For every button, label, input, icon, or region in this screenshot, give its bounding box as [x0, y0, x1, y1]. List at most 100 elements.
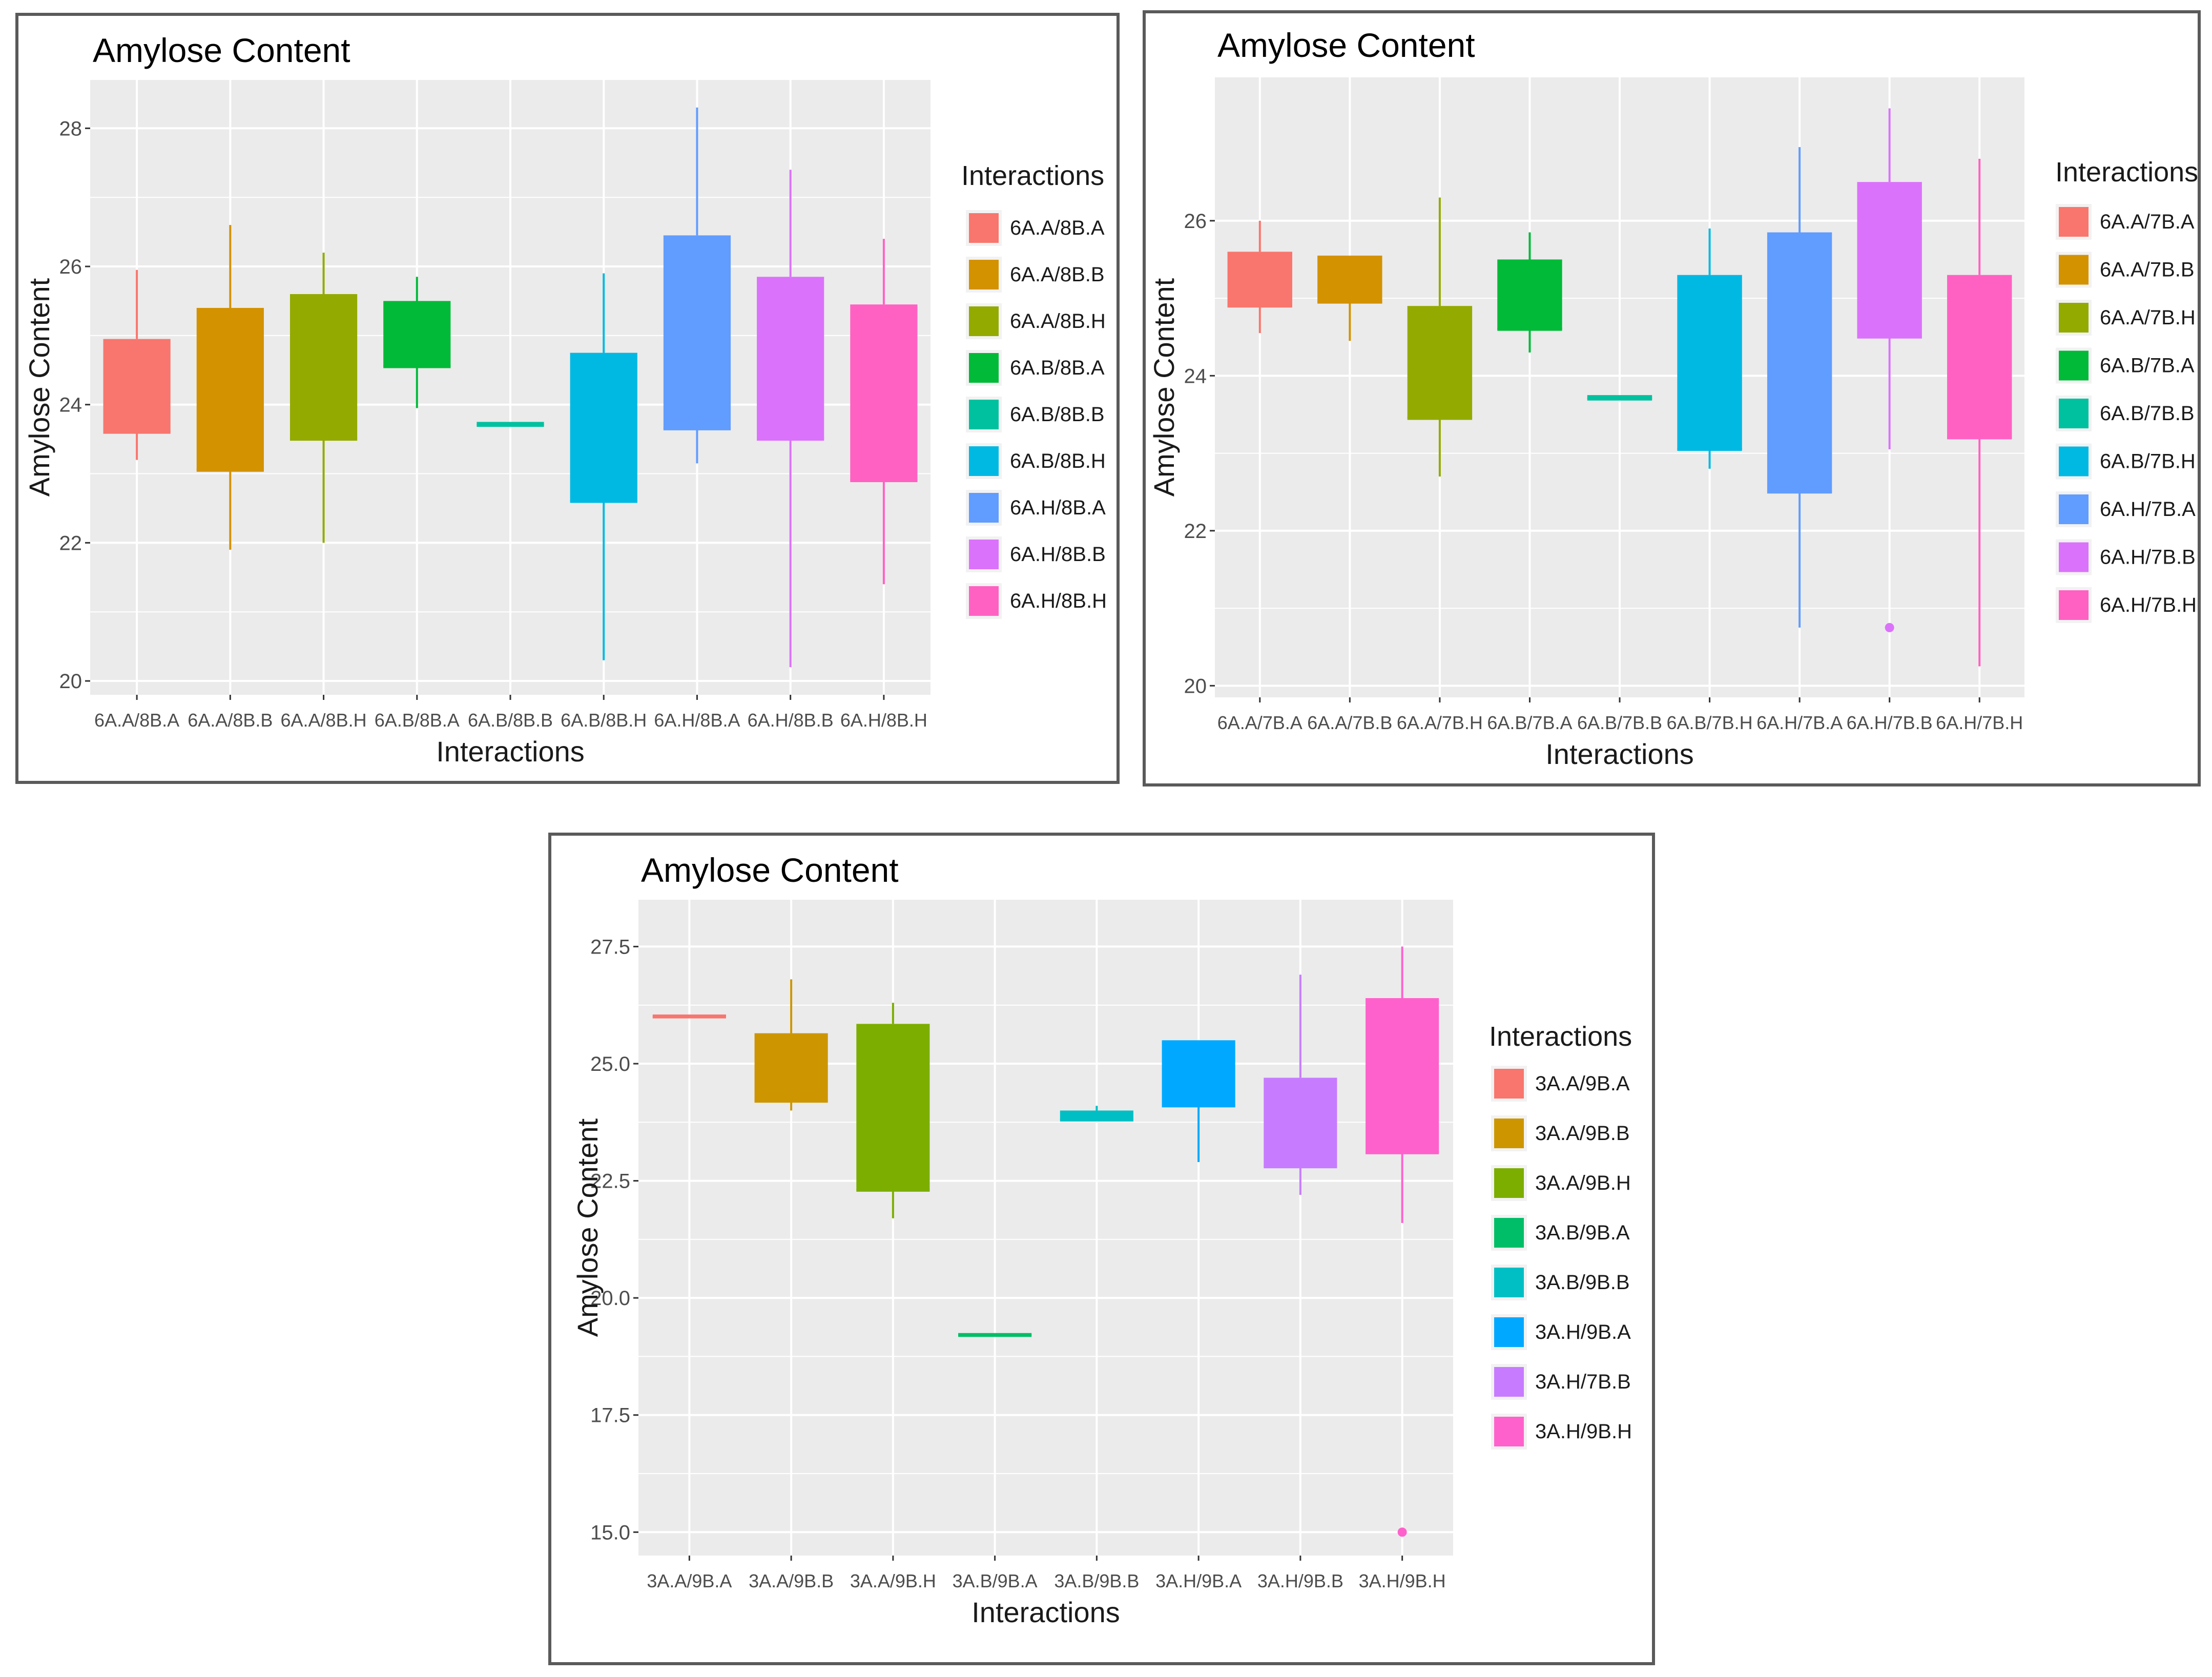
legend-item-6a-h-8b-b: 6A.H/8B.B [966, 536, 1106, 572]
x-tick-label-6a-h-8b-a: 6A.H/8B.A [654, 710, 740, 731]
legend-item-3a-h-9b-h: 3A.H/9B.H [1491, 1414, 1632, 1450]
legend-item-6a-a-7b-b: 6A.A/7B.B [2056, 252, 2195, 288]
legend-key [969, 586, 999, 616]
legend-label: 6A.B/8B.A [1010, 357, 1105, 379]
legend-item-6a-b-7b-a: 6A.B/7B.A [2056, 347, 2195, 384]
legend: Interactions 6A.A/8B.A 6A.A/8B.B 6A.A/8B.H 6… [961, 160, 1107, 619]
y-tick-label: 28 [59, 117, 82, 140]
box-6a-b-8b-b [477, 422, 544, 427]
x-tick-label-6a-h-7b-h: 6A.H/7B.H [1936, 712, 2023, 733]
y-tick-label: 22 [59, 532, 82, 554]
legend-key [969, 353, 999, 383]
legend-item-3a-a-9b-a: 3A.A/9B.A [1491, 1066, 1630, 1102]
legend-key [2059, 207, 2089, 237]
box-body [754, 1033, 828, 1102]
x-tick-label-3a-h-9b-b: 3A.H/9B.B [1257, 1570, 1343, 1591]
legend-item-6a-b-8b-b: 6A.B/8B.B [966, 397, 1105, 432]
legend-label: 3A.B/9B.B [1535, 1271, 1630, 1294]
box-3a-h-9b-a [1162, 1040, 1235, 1162]
legend-label: 3A.H/9B.A [1535, 1321, 1631, 1343]
box-6a-a-7b-b [1317, 255, 1382, 341]
legend-item-3a-a-9b-h: 3A.A/9B.H [1491, 1165, 1631, 1201]
legend-label: 6A.B/7B.H [2100, 450, 2196, 473]
box-body [1227, 252, 1292, 306]
x-axis-label: Interactions [971, 1596, 1120, 1628]
y-tick-label: 22.5 [590, 1170, 630, 1193]
legend-item-3a-b-9b-b: 3A.B/9B.B [1491, 1265, 1630, 1300]
box-6a-h-7b-h [1947, 158, 2012, 667]
x-tick-label-6a-a-7b-h: 6A.A/7B.H [1397, 712, 1483, 733]
box-body [856, 1024, 930, 1190]
y-tick-label: 20.0 [590, 1287, 630, 1310]
x-tick-label-6a-b-7b-a: 6A.B/7B.A [1487, 712, 1572, 733]
x-tick-label-6a-a-8b-h: 6A.A/8B.H [281, 710, 367, 731]
legend-label: 6A.A/7B.A [2100, 211, 2195, 233]
box-body [1366, 998, 1439, 1153]
legend-item-6a-h-7b-a: 6A.H/7B.A [2056, 491, 2196, 527]
box-body [850, 304, 918, 481]
y-tick-label: 20 [59, 670, 82, 693]
legend-item-3a-h-7b-b: 3A.H/7B.B [1491, 1364, 1631, 1400]
legend-key [2059, 446, 2089, 477]
legend-label: 3A.B/9B.A [1535, 1221, 1630, 1244]
box-body [196, 307, 264, 470]
box-3a-a-9b-a [652, 1015, 726, 1019]
x-tick-label-6a-b-7b-b: 6A.B/7B.B [1577, 712, 1662, 733]
legend-label: 6A.B/7B.A [2100, 355, 2195, 377]
x-tick-label-6a-h-7b-b: 6A.H/7B.B [1847, 712, 1933, 733]
outlier-point [1397, 1527, 1407, 1537]
x-tick-label-6a-a-7b-a: 6A.A/7B.A [1217, 712, 1303, 733]
y-tick-label: 24 [59, 394, 82, 417]
legend-label: 3A.H/7B.B [1535, 1371, 1631, 1393]
box-body [290, 294, 358, 440]
box-body [663, 235, 731, 429]
legend-label: 6A.H/8B.B [1010, 543, 1106, 566]
box-body [1264, 1078, 1337, 1167]
plot-background [638, 900, 1453, 1556]
legend-key [969, 400, 999, 429]
box-6a-h-8b-h [850, 239, 918, 585]
chart-panel-6a-8b: 20 22 24 26 28 6A.A/8B.A 6A.A/8B.B 6A.A/8B.H 6A.… [15, 13, 1120, 784]
legend-key [2059, 255, 2089, 285]
box-6a-h-7b-a [1767, 147, 1832, 628]
y-axis-label: Amylose Content [1148, 278, 1180, 496]
legend-key [1494, 1268, 1524, 1297]
legend-label: 3A.A/9B.B [1535, 1122, 1630, 1145]
legend-label: 6A.H/7B.H [2100, 594, 2197, 616]
box-body [1060, 1110, 1133, 1120]
y-tick-label: 20 [1184, 675, 1207, 697]
legend-key [969, 260, 999, 289]
box-body [1857, 182, 1922, 337]
box-3a-a-9b-b [754, 979, 828, 1111]
x-tick-label-6a-b-8b-a: 6A.B/8B.A [375, 710, 460, 731]
legend-label: 6A.A/8B.B [1010, 263, 1105, 286]
legend: Interactions 6A.A/7B.A 6A.A/7B.B 6A.A/7B.H 6… [2055, 157, 2198, 623]
legend-item-6a-a-7b-h: 6A.A/7B.H [2056, 300, 2196, 336]
outlier-point [1885, 623, 1894, 632]
box-body [1407, 306, 1473, 419]
legend-label: 6A.H/7B.B [2100, 546, 2196, 569]
legend-label: 6A.A/7B.H [2100, 306, 2196, 329]
box-6a-h-8b-b [757, 170, 824, 668]
x-tick-label-3a-b-9b-a: 3A.B/9B.A [953, 1570, 1038, 1591]
legend-label: 3A.H/9B.H [1535, 1420, 1632, 1443]
legend-item-6a-b-8b-h: 6A.B/8B.H [966, 443, 1106, 479]
legend-title: Interactions [2055, 157, 2198, 188]
legend-item-6a-b-7b-b: 6A.B/7B.B [2056, 396, 2195, 431]
legend-key [2059, 350, 2089, 381]
chart-svg-3a-9b: 15.0 17.5 20.0 22.5 25.0 27.5 3A.A/9B.A 3A.A/9B… [571, 851, 1632, 1628]
legend-label: 3A.A/9B.H [1535, 1172, 1631, 1194]
legend-label: 6A.B/8B.B [1010, 403, 1105, 426]
x-tick-label-3a-b-9b-b: 3A.B/9B.B [1054, 1570, 1139, 1591]
legend-item-6a-h-8b-h: 6A.H/8B.H [966, 583, 1107, 619]
legend-key [1494, 1119, 1524, 1148]
chart-panel-6a-7b: 20 22 24 26 6A.A/7B.A 6A.A/7B.B 6A.A/7B.H 6A.B/… [1143, 10, 2201, 786]
x-tick-label-6a-h-7b-a: 6A.H/7B.A [1756, 712, 1843, 733]
x-tick-label-6a-h-8b-b: 6A.H/8B.B [748, 710, 834, 731]
box-3a-a-9b-h [856, 1003, 930, 1218]
box-3a-b-9b-b [1060, 1106, 1133, 1122]
legend-key [969, 306, 999, 336]
x-axis-label: Interactions [436, 735, 585, 768]
y-tick-label: 15.0 [590, 1521, 630, 1544]
